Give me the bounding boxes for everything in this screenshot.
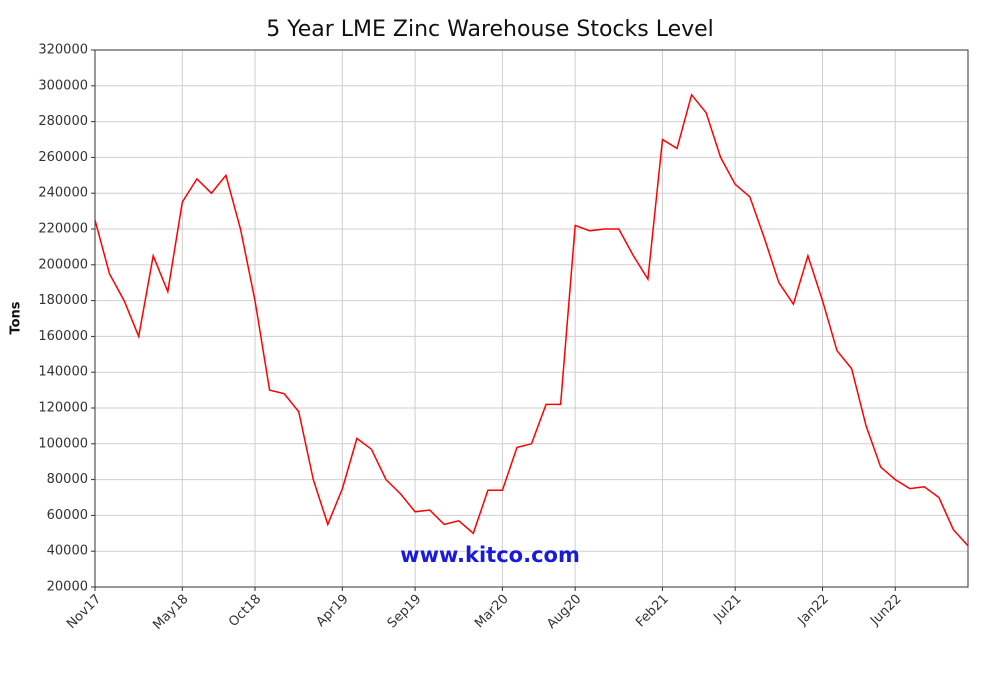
x-tick-label: Aug20 xyxy=(544,592,584,632)
x-tick-label: Jun22 xyxy=(867,592,904,629)
y-tick-label: 120000 xyxy=(38,401,88,416)
x-tick-label: Feb21 xyxy=(633,592,672,631)
y-tick-label: 160000 xyxy=(38,329,88,344)
x-tick-label: Apr19 xyxy=(313,592,351,630)
y-tick-label: 220000 xyxy=(38,222,88,237)
y-tick-label: 180000 xyxy=(38,293,88,308)
y-tick-label: 80000 xyxy=(47,472,88,487)
y-tick-label: 20000 xyxy=(47,580,88,595)
y-tick-label: 140000 xyxy=(38,365,88,380)
chart-title: 5 Year LME Zinc Warehouse Stocks Level xyxy=(266,17,714,42)
y-tick-label: 200000 xyxy=(38,257,88,272)
x-tick-label: Nov17 xyxy=(64,592,104,632)
y-axis-label: Tons xyxy=(9,301,24,334)
x-tick-label: Jan22 xyxy=(795,592,832,629)
x-tick-label: Mar20 xyxy=(472,592,512,632)
line-series xyxy=(94,93,969,547)
x-tick-label: Jul21 xyxy=(710,592,744,626)
watermark: www.kitco.com xyxy=(400,543,580,567)
y-tick-label: 240000 xyxy=(38,186,88,201)
y-tick-label: 260000 xyxy=(38,150,88,165)
y-tick-label: 320000 xyxy=(38,43,88,58)
y-tick-label: 100000 xyxy=(38,436,88,451)
y-tick-label: 280000 xyxy=(38,114,88,129)
y-tick-label: 60000 xyxy=(47,508,88,523)
x-tick-label: Sep19 xyxy=(385,592,425,632)
y-tick-label: 300000 xyxy=(38,78,88,93)
x-tick-label: Oct18 xyxy=(226,592,264,630)
plot-frame xyxy=(94,49,969,588)
x-tick-label: May18 xyxy=(150,592,191,633)
y-tick-label: 40000 xyxy=(47,544,88,559)
